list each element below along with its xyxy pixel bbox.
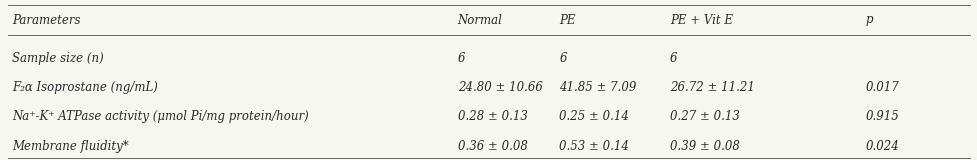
Text: Sample size (n): Sample size (n)	[12, 52, 104, 65]
Text: 0.39 ± 0.08: 0.39 ± 0.08	[669, 140, 739, 153]
Text: 0.53 ± 0.14: 0.53 ± 0.14	[559, 140, 628, 153]
Text: Normal: Normal	[457, 13, 502, 27]
Text: 0.36 ± 0.08: 0.36 ± 0.08	[457, 140, 527, 153]
Text: 6: 6	[457, 52, 465, 65]
Text: Membrane fluidity*: Membrane fluidity*	[12, 140, 128, 153]
Text: 26.72 ± 11.21: 26.72 ± 11.21	[669, 81, 754, 94]
Text: 6: 6	[669, 52, 677, 65]
Text: 24.80 ± 10.66: 24.80 ± 10.66	[457, 81, 542, 94]
Text: p: p	[865, 13, 872, 27]
Text: 0.25 ± 0.14: 0.25 ± 0.14	[559, 110, 628, 123]
Text: 0.27 ± 0.13: 0.27 ± 0.13	[669, 110, 739, 123]
Text: PE: PE	[559, 13, 575, 27]
Text: F₂α Isoprostane (ng/mL): F₂α Isoprostane (ng/mL)	[12, 81, 157, 94]
Text: 0.28 ± 0.13: 0.28 ± 0.13	[457, 110, 527, 123]
Text: 0.017: 0.017	[865, 81, 899, 94]
Text: 0.915: 0.915	[865, 110, 899, 123]
Text: Parameters: Parameters	[12, 13, 80, 27]
Text: Na⁺-K⁺ ATPase activity (μmol Pi/mg protein/hour): Na⁺-K⁺ ATPase activity (μmol Pi/mg prote…	[12, 110, 308, 123]
Text: 0.024: 0.024	[865, 140, 899, 153]
Text: 6: 6	[559, 52, 567, 65]
Text: PE + Vit E: PE + Vit E	[669, 13, 732, 27]
Text: 41.85 ± 7.09: 41.85 ± 7.09	[559, 81, 636, 94]
